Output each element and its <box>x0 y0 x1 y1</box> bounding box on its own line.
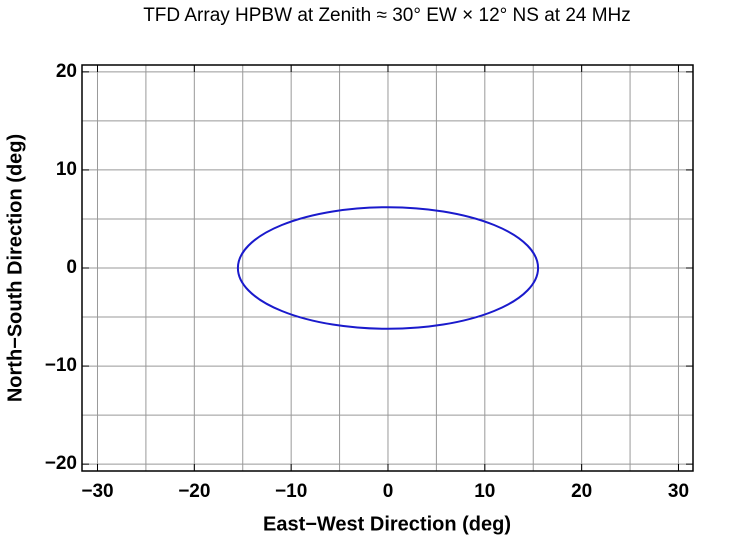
x-tick-label: 20 <box>571 481 592 502</box>
x-tick-label: −30 <box>81 481 113 502</box>
plot-frame <box>81 64 694 472</box>
x-tick-label: 10 <box>474 481 495 502</box>
y-axis-label: North−South Direction (deg) <box>4 134 26 402</box>
y-tick-label: 20 <box>56 61 77 82</box>
y-tick-label: 0 <box>66 257 77 278</box>
chart-title: TFD Array HPBW at Zenith ≈ 30° EW × 12° … <box>143 5 631 26</box>
y-tick-label: −20 <box>45 453 77 474</box>
beam-ellipse <box>236 206 540 330</box>
x-tick-label: 0 <box>383 481 394 502</box>
x-axis-label: East−West Direction (deg) <box>263 513 511 535</box>
y-tick-label: 10 <box>56 159 77 180</box>
x-tick-label: 30 <box>668 481 689 502</box>
x-tick-label: −10 <box>275 481 307 502</box>
y-tick-label: −10 <box>45 355 77 376</box>
x-tick-label: −20 <box>178 481 210 502</box>
